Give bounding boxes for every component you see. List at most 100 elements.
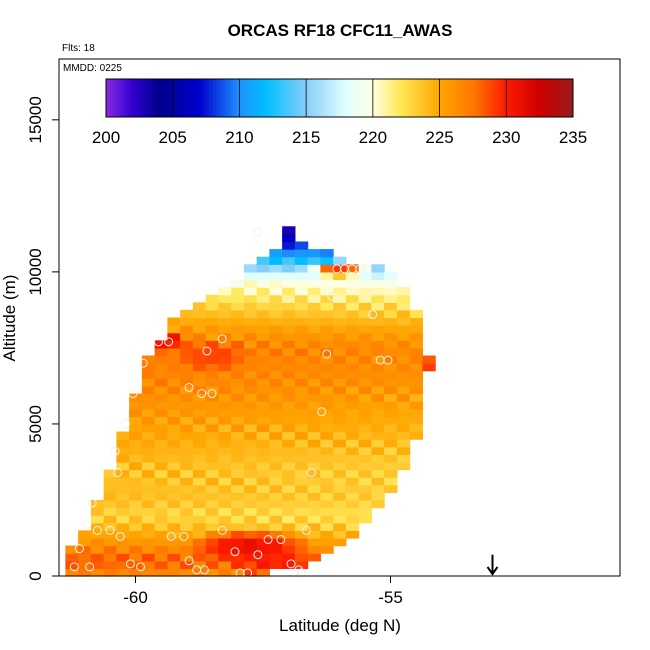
heatmap-cell <box>192 560 207 569</box>
colorbar-swatch <box>382 79 387 117</box>
colorbar-swatch <box>366 79 371 117</box>
heatmap-cell <box>282 446 296 455</box>
heatmap-cell <box>180 568 194 577</box>
heatmap-cell <box>256 553 270 562</box>
heatmap-cell <box>180 530 194 539</box>
heatmap-cell <box>205 332 219 341</box>
sample-marker <box>276 535 286 545</box>
heatmap-cell <box>358 271 372 281</box>
colorbar-swatch <box>436 79 441 117</box>
heatmap-cell <box>243 530 258 539</box>
heatmap-cell <box>333 431 347 440</box>
heatmap-cell <box>396 302 411 311</box>
heatmap-cell <box>307 294 321 303</box>
heatmap-cell <box>243 492 258 501</box>
colorbar-swatch <box>149 79 154 117</box>
heatmap-cell <box>243 560 258 569</box>
colorbar-swatch <box>179 79 184 117</box>
heatmap-cell <box>358 423 372 433</box>
sample-markers <box>69 227 393 578</box>
colorbar-swatch <box>549 79 554 117</box>
sample-marker <box>253 227 263 237</box>
heatmap-cell <box>154 553 168 562</box>
colorbar-swatch <box>422 79 427 117</box>
heatmap-cell <box>294 530 309 539</box>
heatmap-cell <box>269 431 283 440</box>
heatmap-cell <box>231 560 245 569</box>
colorbar-swatch <box>439 79 444 117</box>
colorbar-swatch <box>269 79 274 117</box>
heatmap-cell <box>294 363 309 372</box>
heatmap-cell <box>307 332 321 341</box>
heatmap-cell <box>167 461 181 471</box>
heatmap-cell <box>282 355 296 364</box>
colorbar-swatch <box>472 79 477 117</box>
heatmap-cell <box>180 477 194 486</box>
heatmap-cell <box>333 416 347 425</box>
colorbar-swatch <box>526 79 531 117</box>
heatmap-cell <box>320 477 334 486</box>
heatmap-cell <box>218 378 232 387</box>
colorbar-swatch <box>326 79 330 117</box>
heatmap-cell <box>192 309 207 319</box>
heatmap-cell <box>345 469 360 478</box>
heatmap-cell <box>116 492 130 501</box>
heatmap-cell <box>167 469 181 478</box>
heatmap-cell <box>307 423 321 433</box>
heatmap-cell <box>294 241 309 250</box>
heatmap-cell <box>256 355 270 364</box>
heatmap-cell <box>320 309 334 319</box>
heatmap-cell <box>333 271 347 281</box>
heatmap-cell <box>307 545 321 554</box>
colorbar-swatch <box>386 79 391 117</box>
sample-marker <box>322 349 332 359</box>
heatmap-cell <box>154 423 168 433</box>
heatmap-cell <box>243 545 258 554</box>
heatmap-cell <box>345 499 360 509</box>
heatmap-cell <box>307 537 321 547</box>
heatmap-cell <box>345 325 360 334</box>
heatmap-cell <box>396 431 411 440</box>
heatmap-cell <box>345 355 360 364</box>
heatmap-cell <box>256 477 270 486</box>
heatmap-cell <box>256 469 270 478</box>
heatmap-cell <box>116 515 130 524</box>
heatmap-cell <box>218 317 232 326</box>
heatmap-cell <box>307 499 321 509</box>
heatmap-cell <box>167 340 181 349</box>
heatmap-cell <box>396 378 411 387</box>
sample-marker <box>113 468 123 478</box>
heatmap-cell <box>358 340 372 349</box>
x-tick-label: -55 <box>378 588 403 607</box>
heatmap-cell <box>345 416 360 425</box>
sample-marker <box>184 556 194 566</box>
heatmap-cell <box>282 537 296 547</box>
colorbar-swatch <box>196 79 200 117</box>
heatmap-cell <box>116 553 130 562</box>
colorbar-swatch <box>476 79 481 117</box>
colorbar-swatch <box>529 79 534 117</box>
heatmap-cell <box>269 385 283 395</box>
colorbar-swatch <box>126 79 130 117</box>
heatmap-cell <box>320 461 334 471</box>
heatmap-cell <box>256 279 270 288</box>
colorbar-swatch <box>482 79 487 117</box>
heatmap-cell <box>218 515 232 524</box>
heatmap-cell <box>167 545 181 554</box>
heatmap-cell <box>294 325 309 334</box>
heatmap-cell <box>282 553 296 562</box>
sample-marker <box>164 337 174 347</box>
sample-marker <box>120 419 130 429</box>
heatmap-cell <box>422 363 436 372</box>
heatmap-cell <box>129 484 143 493</box>
colorbar-swatch <box>512 79 517 117</box>
heatmap-cell <box>141 545 156 554</box>
heatmap-cell <box>167 385 181 395</box>
heatmap-cell <box>129 477 143 486</box>
heatmap-cell <box>205 492 219 501</box>
heatmap-cell <box>218 477 232 486</box>
heatmap-cell <box>78 537 92 547</box>
y-tick-label: 0 <box>26 571 45 580</box>
heatmap-cell <box>345 401 360 410</box>
heatmap-cell <box>243 271 258 281</box>
